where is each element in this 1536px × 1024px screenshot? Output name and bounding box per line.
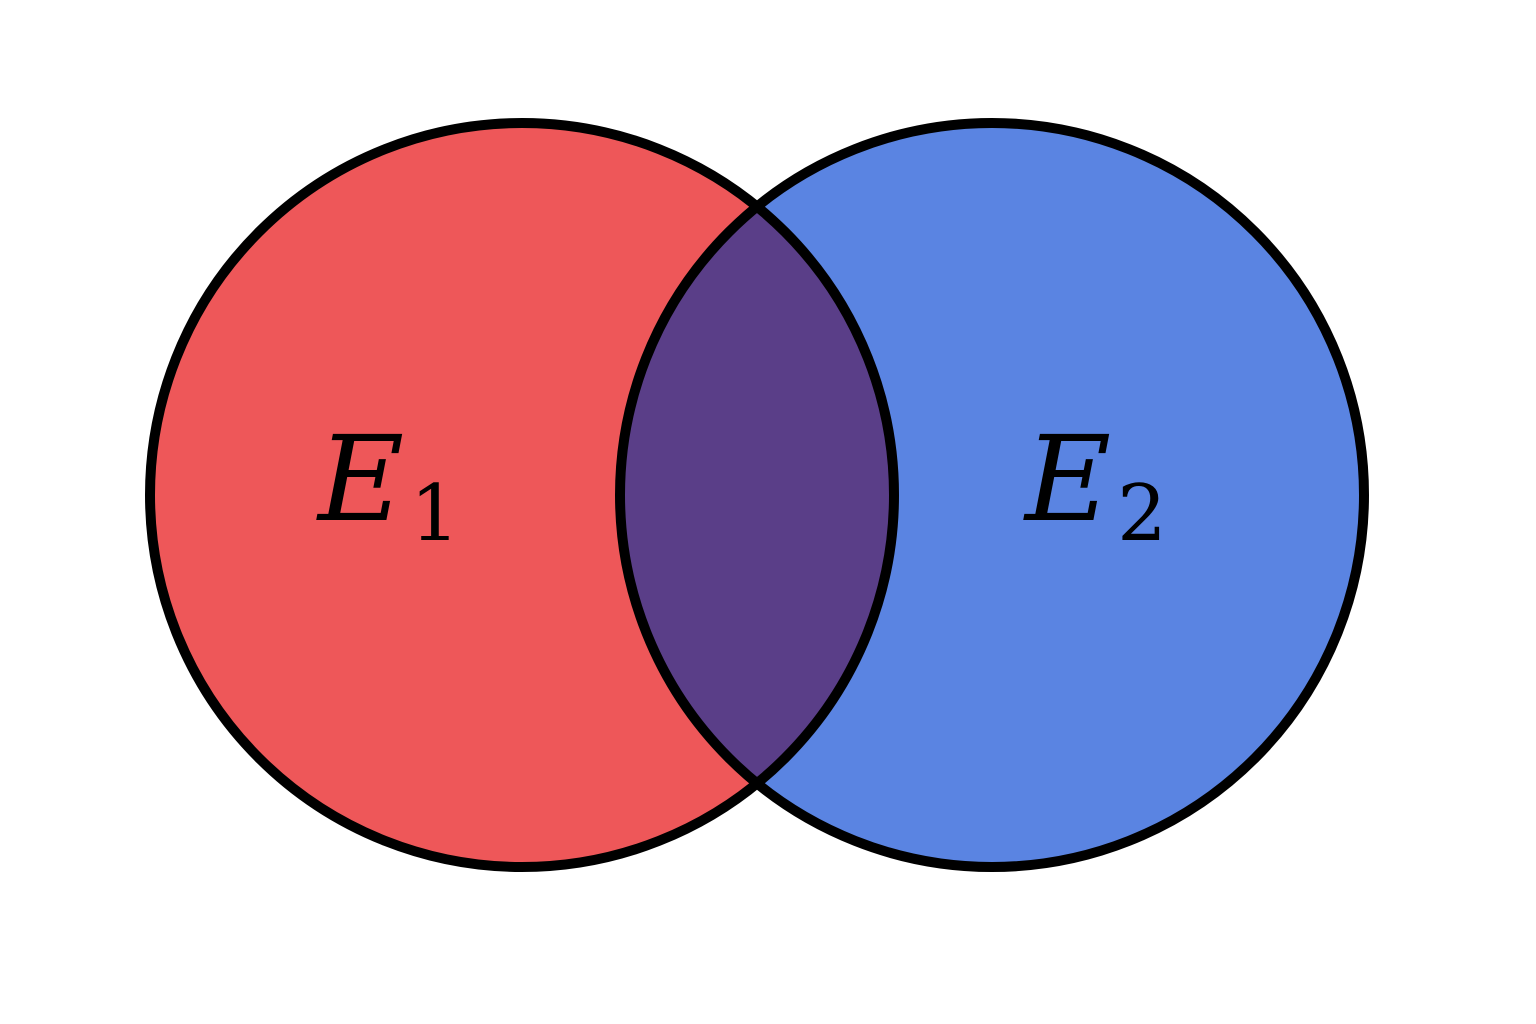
set-e2-symbol: E xyxy=(1023,410,1111,548)
set-e1-outline xyxy=(145,118,899,872)
set-e2-subscript: 2 xyxy=(1117,469,1167,559)
set-e1-label: E1 xyxy=(316,410,460,559)
intersection-region xyxy=(620,123,894,867)
set-e2-outline xyxy=(615,118,1369,872)
set-e2-label: E2 xyxy=(1023,410,1167,559)
set-e1-subscript: 1 xyxy=(410,469,460,559)
set-e1-symbol: E xyxy=(316,410,404,548)
